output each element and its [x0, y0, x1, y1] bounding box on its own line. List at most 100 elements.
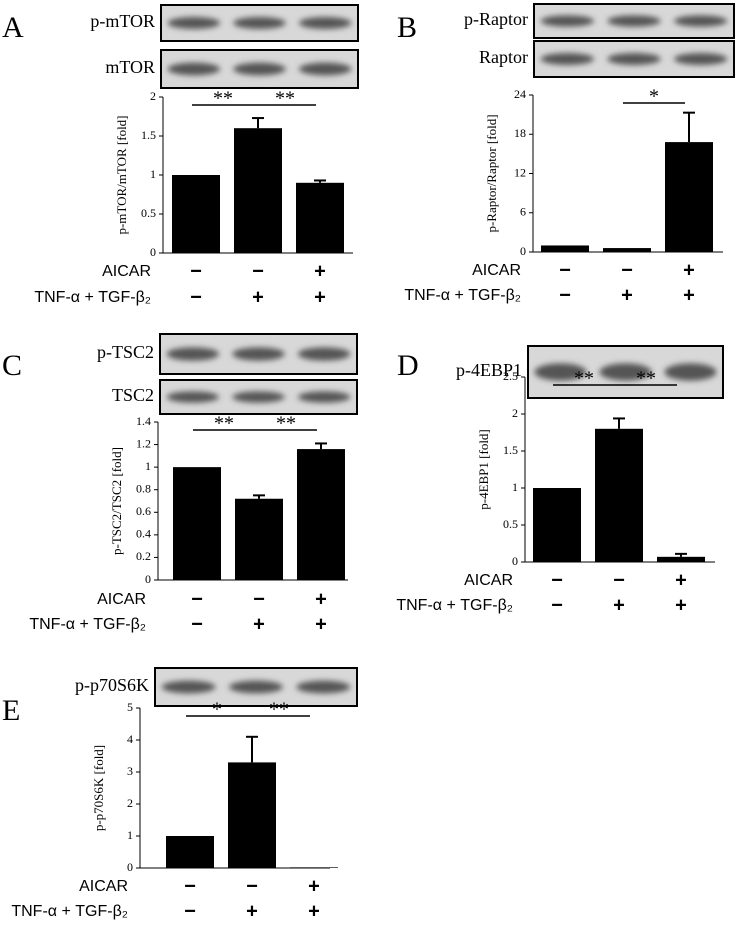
blot-band	[599, 363, 652, 381]
y-tick-label: 0.5	[141, 206, 156, 220]
y-tick-label: 2	[512, 406, 518, 420]
bar	[603, 248, 651, 252]
condition-name: AICAR	[102, 263, 151, 280]
blot-label: p-mTOR	[90, 11, 155, 31]
y-tick-label: 6	[520, 205, 526, 219]
blot-band	[664, 363, 717, 381]
blot-band	[233, 17, 286, 29]
condition-sign: −	[551, 569, 563, 591]
bar	[665, 142, 713, 252]
blot-label: p-p70S6K	[75, 675, 149, 695]
blot-band	[297, 391, 351, 403]
significance-label: **	[214, 413, 234, 435]
condition-sign: −	[191, 588, 203, 610]
condition-sign: +	[675, 569, 687, 591]
blot-label: mTOR	[105, 57, 155, 77]
y-tick-label: 0.2	[136, 549, 151, 563]
condition-sign: −	[246, 875, 258, 897]
y-tick-label: 0	[520, 244, 526, 258]
bar	[297, 449, 345, 580]
condition-sign: −	[551, 594, 563, 616]
y-tick-label: 0.8	[136, 481, 151, 495]
y-axis-label: p-Raptor/Raptor [fold]	[484, 114, 499, 232]
y-tick-label: 1	[512, 480, 518, 494]
blot-band	[232, 347, 285, 361]
y-tick-label: 1.4	[136, 414, 151, 428]
y-tick-label: 0	[512, 554, 518, 568]
blot-band	[296, 680, 351, 694]
significance-label: **	[276, 413, 296, 435]
y-tick-label: 1	[145, 459, 151, 473]
y-tick-label: 0.4	[136, 527, 151, 541]
condition-sign: +	[252, 286, 264, 308]
blot-label: Raptor	[479, 47, 528, 67]
bar	[541, 245, 589, 252]
blot-label: p-Raptor	[464, 9, 528, 29]
blot-band	[229, 680, 283, 694]
condition-sign: +	[246, 900, 258, 922]
significance-label: *	[212, 699, 222, 721]
significance-label: **	[269, 699, 289, 721]
blot-label: p-TSC2	[97, 342, 154, 362]
blot-band	[607, 15, 661, 27]
blot-band	[161, 680, 216, 694]
panel-letter: D	[397, 349, 419, 382]
condition-name: TNF-α + TGF-β₂	[34, 289, 151, 306]
bar	[173, 467, 221, 580]
bar	[296, 182, 344, 253]
condition-sign: +	[315, 613, 327, 635]
y-axis-label: p-TSC2/TSC2 [fold]	[109, 447, 124, 555]
condition-sign: −	[559, 284, 571, 306]
condition-name: AICAR	[464, 572, 513, 589]
y-tick-label: 1.2	[136, 436, 151, 450]
y-tick-label: 18	[514, 126, 526, 140]
y-axis-label: p-mTOR/mTOR [fold]	[114, 115, 129, 234]
blot-band	[607, 53, 661, 65]
y-tick-label: 0.6	[136, 504, 151, 518]
bar	[166, 836, 214, 868]
condition-sign: −	[621, 259, 633, 281]
significance-label: *	[649, 86, 659, 108]
condition-sign: +	[675, 594, 687, 616]
condition-sign: −	[184, 875, 196, 897]
bar	[234, 128, 282, 253]
y-axis-label: p-4EBP1 [fold]	[476, 429, 491, 510]
condition-name: AICAR	[472, 262, 521, 279]
panel-letter: C	[2, 349, 22, 382]
condition-name: AICAR	[97, 591, 146, 608]
significance-label: **	[574, 368, 594, 390]
condition-sign: −	[613, 569, 625, 591]
blot-band	[298, 17, 352, 29]
blot-band	[674, 53, 728, 65]
panel-letter: E	[2, 694, 20, 727]
y-tick-label: 0.5	[503, 517, 518, 531]
y-tick-label: 2	[150, 89, 156, 103]
blot-label: TSC2	[112, 385, 154, 405]
condition-sign: +	[683, 259, 695, 281]
blot-band	[297, 347, 351, 361]
blot-band	[167, 17, 221, 29]
condition-sign: +	[621, 284, 633, 306]
condition-sign: +	[683, 284, 695, 306]
condition-sign: +	[315, 588, 327, 610]
y-tick-label: 1	[127, 828, 133, 842]
condition-sign: +	[314, 260, 326, 282]
condition-sign: −	[190, 260, 202, 282]
panel-letter: B	[397, 11, 417, 44]
condition-sign: +	[308, 875, 320, 897]
blot-label: p-4EBP1	[456, 360, 522, 380]
condition-name: TNF-α + TGF-β₂	[396, 597, 513, 614]
y-tick-label: 0	[127, 860, 133, 874]
y-tick-label: 1.5	[503, 443, 518, 457]
blot-band	[232, 391, 285, 403]
y-tick-label: 2	[127, 796, 133, 810]
blot-band	[540, 15, 594, 27]
significance-label: **	[213, 88, 233, 110]
y-tick-label: 5	[127, 700, 133, 714]
blot-band	[674, 15, 728, 27]
